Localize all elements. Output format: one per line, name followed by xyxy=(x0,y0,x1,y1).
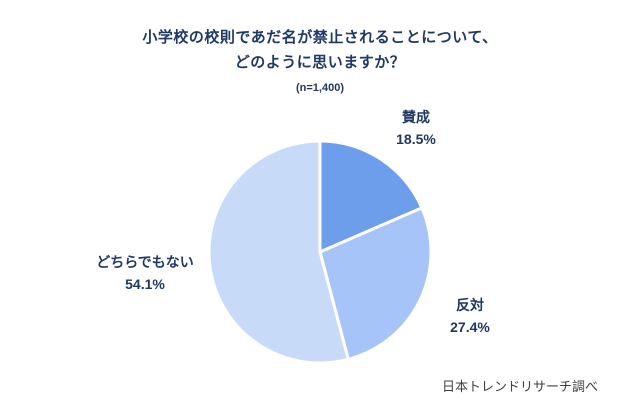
slice-label-dochira: どちらでもない 54.1% xyxy=(50,251,240,295)
pie-chart xyxy=(204,136,436,368)
chart-title-line2: どのように思いますか？ xyxy=(234,54,406,71)
slice-label-sansei-value: 18.5% xyxy=(396,131,436,147)
pie-slice-2 xyxy=(318,206,433,361)
pie-slice-3 xyxy=(207,139,350,365)
source-credit: 日本トレンドリサーチ調べ xyxy=(441,379,598,394)
slice-label-sansei-name: 賛成 xyxy=(402,109,430,125)
pie-chart-svg xyxy=(207,139,433,365)
chart-title: 小学校の校則であだ名が禁止されることについて、 どのように思いますか？ xyxy=(0,25,640,75)
pie-slice-1 xyxy=(318,139,424,254)
slice-label-dochira-value: 54.1% xyxy=(125,276,165,292)
slice-label-hantai-value: 27.4% xyxy=(450,319,490,335)
slice-label-dochira-name: どちらでもない xyxy=(96,254,194,270)
slice-label-hantai: 反対 27.4% xyxy=(428,294,512,338)
slice-label-sansei: 賛成 18.5% xyxy=(374,106,458,150)
sample-size: (n=1,400) xyxy=(296,82,344,94)
chart-title-line1: 小学校の校則であだ名が禁止されることについて、 xyxy=(142,29,498,46)
slice-label-hantai-name: 反対 xyxy=(456,297,484,313)
